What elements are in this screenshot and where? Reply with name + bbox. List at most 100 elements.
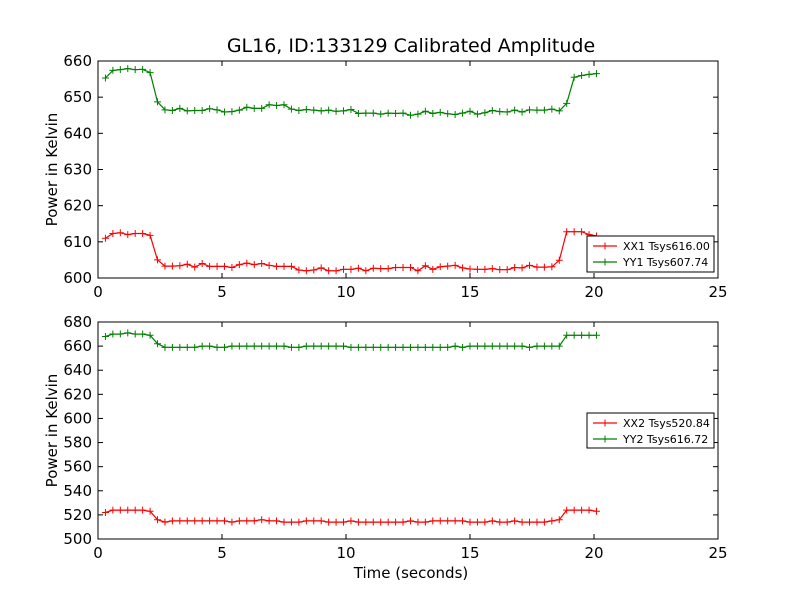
data-point: [198, 260, 206, 268]
legend-label: YY2 Tsys616.72: [622, 433, 708, 446]
data-point: [317, 107, 325, 115]
y-axis-title: Power in Kelvin: [43, 113, 61, 227]
data-point: [362, 109, 370, 117]
data-point: [295, 518, 303, 526]
data-point: [369, 518, 377, 526]
y-tick-label: 500: [63, 530, 92, 548]
data-point: [436, 263, 444, 271]
data-point: [176, 104, 184, 112]
data-point: [183, 260, 191, 268]
data-point: [429, 343, 437, 351]
data-point: [540, 342, 548, 350]
data-point: [310, 517, 318, 525]
data-point: [496, 518, 504, 526]
data-point: [451, 342, 459, 350]
series-1: [101, 228, 600, 275]
data-point: [384, 343, 392, 351]
data-point: [473, 265, 481, 273]
data-point: [220, 343, 228, 351]
data-point: [310, 106, 318, 114]
x-axis-title: Time (seconds): [353, 564, 469, 582]
data-point: [317, 342, 325, 350]
data-point: [369, 109, 377, 117]
data-point: [362, 343, 370, 351]
legend-marker: [601, 258, 609, 266]
data-point: [146, 331, 154, 339]
data-point: [570, 228, 578, 236]
data-point: [451, 517, 459, 525]
data-point: [555, 342, 563, 350]
data-point: [533, 342, 541, 350]
data-point: [146, 69, 154, 77]
data-point: [459, 264, 467, 272]
data-point: [354, 109, 362, 117]
legend: XX1 Tsys616.00 YY1 Tsys607.74: [586, 235, 715, 273]
data-point: [414, 518, 422, 526]
data-point: [362, 267, 370, 275]
data-point: [540, 106, 548, 114]
data-point: [563, 228, 571, 236]
data-point: [555, 107, 563, 115]
y-tick-label: 600: [63, 409, 92, 427]
data-point: [481, 518, 489, 526]
data-point: [124, 65, 132, 73]
data-point: [392, 343, 400, 351]
data-point: [481, 342, 489, 350]
data-point: [466, 265, 474, 273]
data-point: [592, 331, 600, 339]
legend-box: [586, 412, 715, 449]
data-point: [250, 104, 258, 112]
data-point: [258, 104, 266, 112]
data-point: [220, 262, 228, 270]
data-point: [436, 108, 444, 116]
data-point: [198, 517, 206, 525]
data-point: [154, 256, 162, 264]
data-point: [332, 518, 340, 526]
data-point: [235, 517, 243, 525]
x-tick-label: 0: [93, 283, 103, 301]
data-point: [540, 263, 548, 271]
data-point: [354, 343, 362, 351]
data-point: [496, 266, 504, 274]
data-point: [243, 103, 251, 111]
x-tick-label: 15: [460, 544, 479, 562]
data-point: [578, 331, 586, 339]
data-point: [481, 109, 489, 117]
data-point: [444, 343, 452, 351]
data-point: [265, 517, 273, 525]
data-point: [302, 517, 310, 525]
data-point: [273, 262, 281, 270]
data-point: [191, 107, 199, 115]
data-point: [250, 342, 258, 350]
legend-label: YY1 Tsys607.74: [622, 256, 708, 269]
data-point: [124, 506, 132, 514]
data-point: [429, 265, 437, 273]
data-point: [496, 108, 504, 116]
data-point: [154, 340, 162, 348]
data-point: [347, 343, 355, 351]
data-point: [198, 107, 206, 115]
data-point: [392, 109, 400, 117]
y-axis-title: Power in Kelvin: [43, 374, 61, 488]
data-point: [563, 99, 571, 107]
data-point: [459, 343, 467, 351]
data-point: [146, 507, 154, 515]
legend-marker: [601, 419, 609, 427]
data-point: [392, 264, 400, 272]
x-tick-label: 20: [584, 283, 603, 301]
data-point: [347, 517, 355, 525]
data-point: [354, 518, 362, 526]
data-point: [399, 109, 407, 117]
data-point: [191, 517, 199, 525]
data-point: [459, 517, 467, 525]
data-point: [101, 332, 109, 340]
y-tick-label: 630: [63, 161, 92, 179]
data-point: [325, 267, 333, 275]
data-point: [585, 70, 593, 78]
data-point: [168, 517, 176, 525]
data-point: [310, 342, 318, 350]
x-tick-label: 25: [708, 283, 727, 301]
data-point: [213, 106, 221, 114]
data-point: [161, 262, 169, 270]
data-point: [540, 518, 548, 526]
